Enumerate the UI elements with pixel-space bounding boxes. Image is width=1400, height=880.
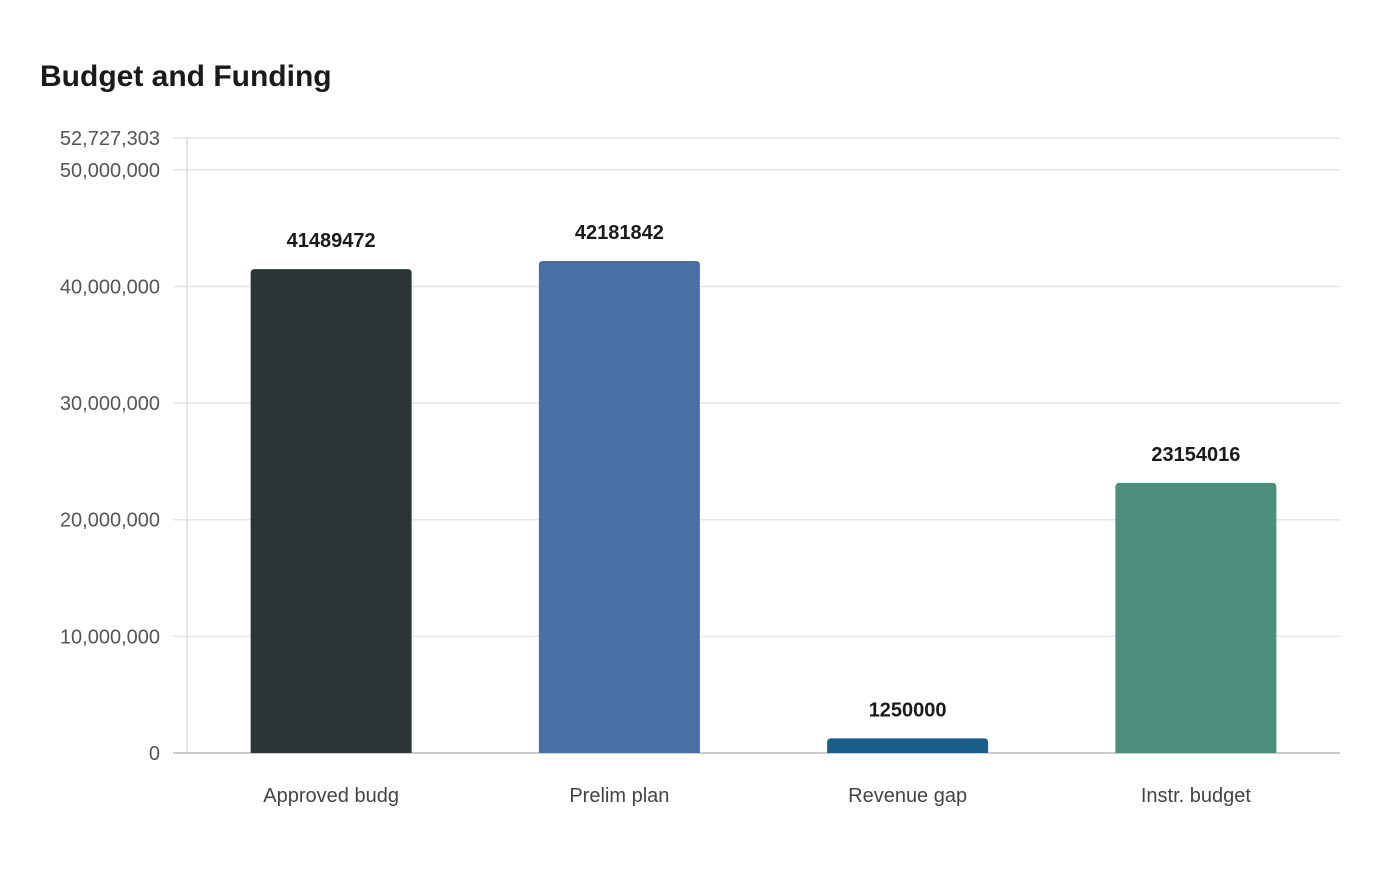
bar xyxy=(1115,482,1277,753)
bar xyxy=(250,269,412,753)
x-tick-label: Prelim plan xyxy=(569,785,669,807)
y-tick-label: 50,000,000 xyxy=(60,160,160,182)
x-tick-label: Instr. budget xyxy=(1141,785,1252,807)
y-tick-label: 40,000,000 xyxy=(60,276,160,298)
y-tick-label: 52,727,303 xyxy=(60,128,160,150)
x-tick-label: Revenue gap xyxy=(848,785,967,807)
bar xyxy=(827,738,989,753)
chart-title: Budget and Funding xyxy=(40,60,332,93)
x-tick-label: Approved budg xyxy=(263,785,399,807)
data-label: 42181842 xyxy=(575,222,664,244)
y-tick-label: 0 xyxy=(149,743,160,765)
y-tick-label: 30,000,000 xyxy=(60,393,160,415)
y-tick-label: 20,000,000 xyxy=(60,510,160,532)
data-label: 41489472 xyxy=(287,230,376,252)
y-tick-label: 10,000,000 xyxy=(60,626,160,648)
bar xyxy=(538,261,700,753)
data-label: 1250000 xyxy=(869,699,947,721)
data-label: 23154016 xyxy=(1151,444,1240,466)
